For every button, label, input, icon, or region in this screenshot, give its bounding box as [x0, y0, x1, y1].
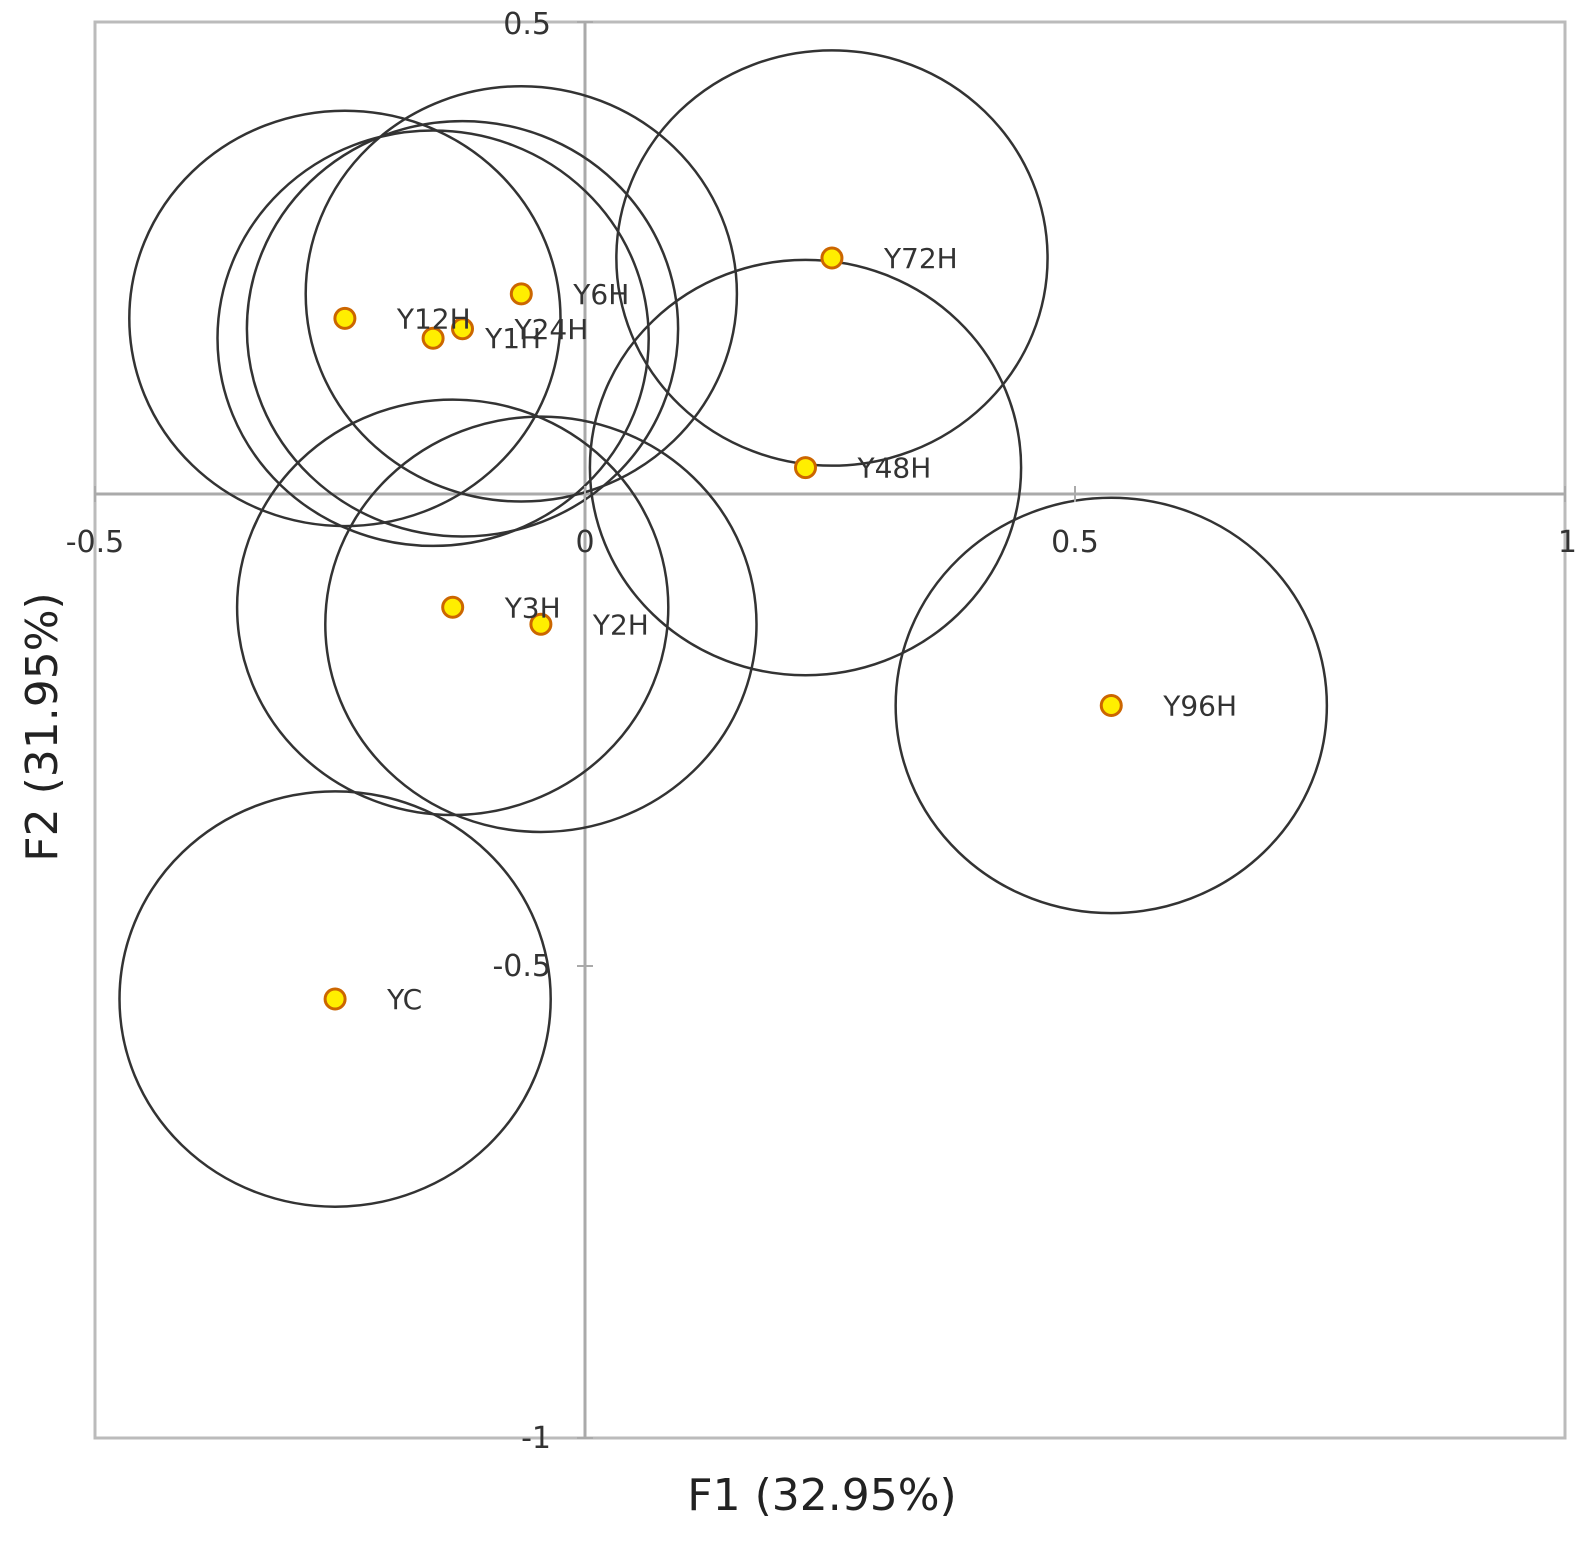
- point-label: Y3H: [504, 591, 561, 624]
- x-tick-label: 0.5: [1051, 525, 1099, 560]
- point-label: Y24H: [514, 313, 589, 346]
- point-label: Y72H: [883, 242, 958, 275]
- confidence-circle: [304, 84, 739, 503]
- point-label: Y96H: [1162, 689, 1237, 722]
- point-label: YC: [386, 983, 422, 1016]
- data-point: [333, 306, 357, 330]
- data-point: [1099, 693, 1123, 717]
- confidence-circle: [216, 129, 650, 548]
- confidence-circle: [324, 415, 758, 834]
- y-tick-label: -1: [521, 1421, 551, 1456]
- data-point: [820, 246, 844, 270]
- y-tick-label: -0.5: [492, 949, 551, 984]
- data-point: [323, 987, 347, 1011]
- data-point: [529, 612, 553, 636]
- confidence-circle: [128, 109, 562, 528]
- x-tick-label: -0.5: [66, 525, 125, 560]
- data-point: [509, 282, 533, 306]
- x-axis-title: F1 (32.95%): [687, 1470, 956, 1521]
- y-axis-title: F2 (31.95%): [17, 592, 68, 861]
- x-tick-label: 0: [575, 525, 594, 560]
- data-point: [421, 326, 445, 350]
- x-tick-label: 1: [1558, 525, 1577, 560]
- point-label: Y2H: [592, 608, 649, 641]
- data-point: [451, 317, 474, 341]
- confidence-circle: [894, 496, 1329, 915]
- confidence-circle: [615, 49, 1049, 467]
- point-label: Y12H: [396, 302, 471, 335]
- data-point: [441, 595, 465, 619]
- confidence-circle: [118, 790, 552, 1208]
- point-label: Y1H: [484, 322, 541, 355]
- confidence-circle: [245, 119, 680, 538]
- point-label: Y48H: [857, 452, 932, 485]
- y-tick-label: 0.5: [503, 7, 551, 42]
- plot-frame: [93, 20, 1567, 1440]
- confidence-circle: [588, 258, 1023, 677]
- point-label: Y6H: [572, 278, 629, 311]
- data-point: [794, 456, 817, 480]
